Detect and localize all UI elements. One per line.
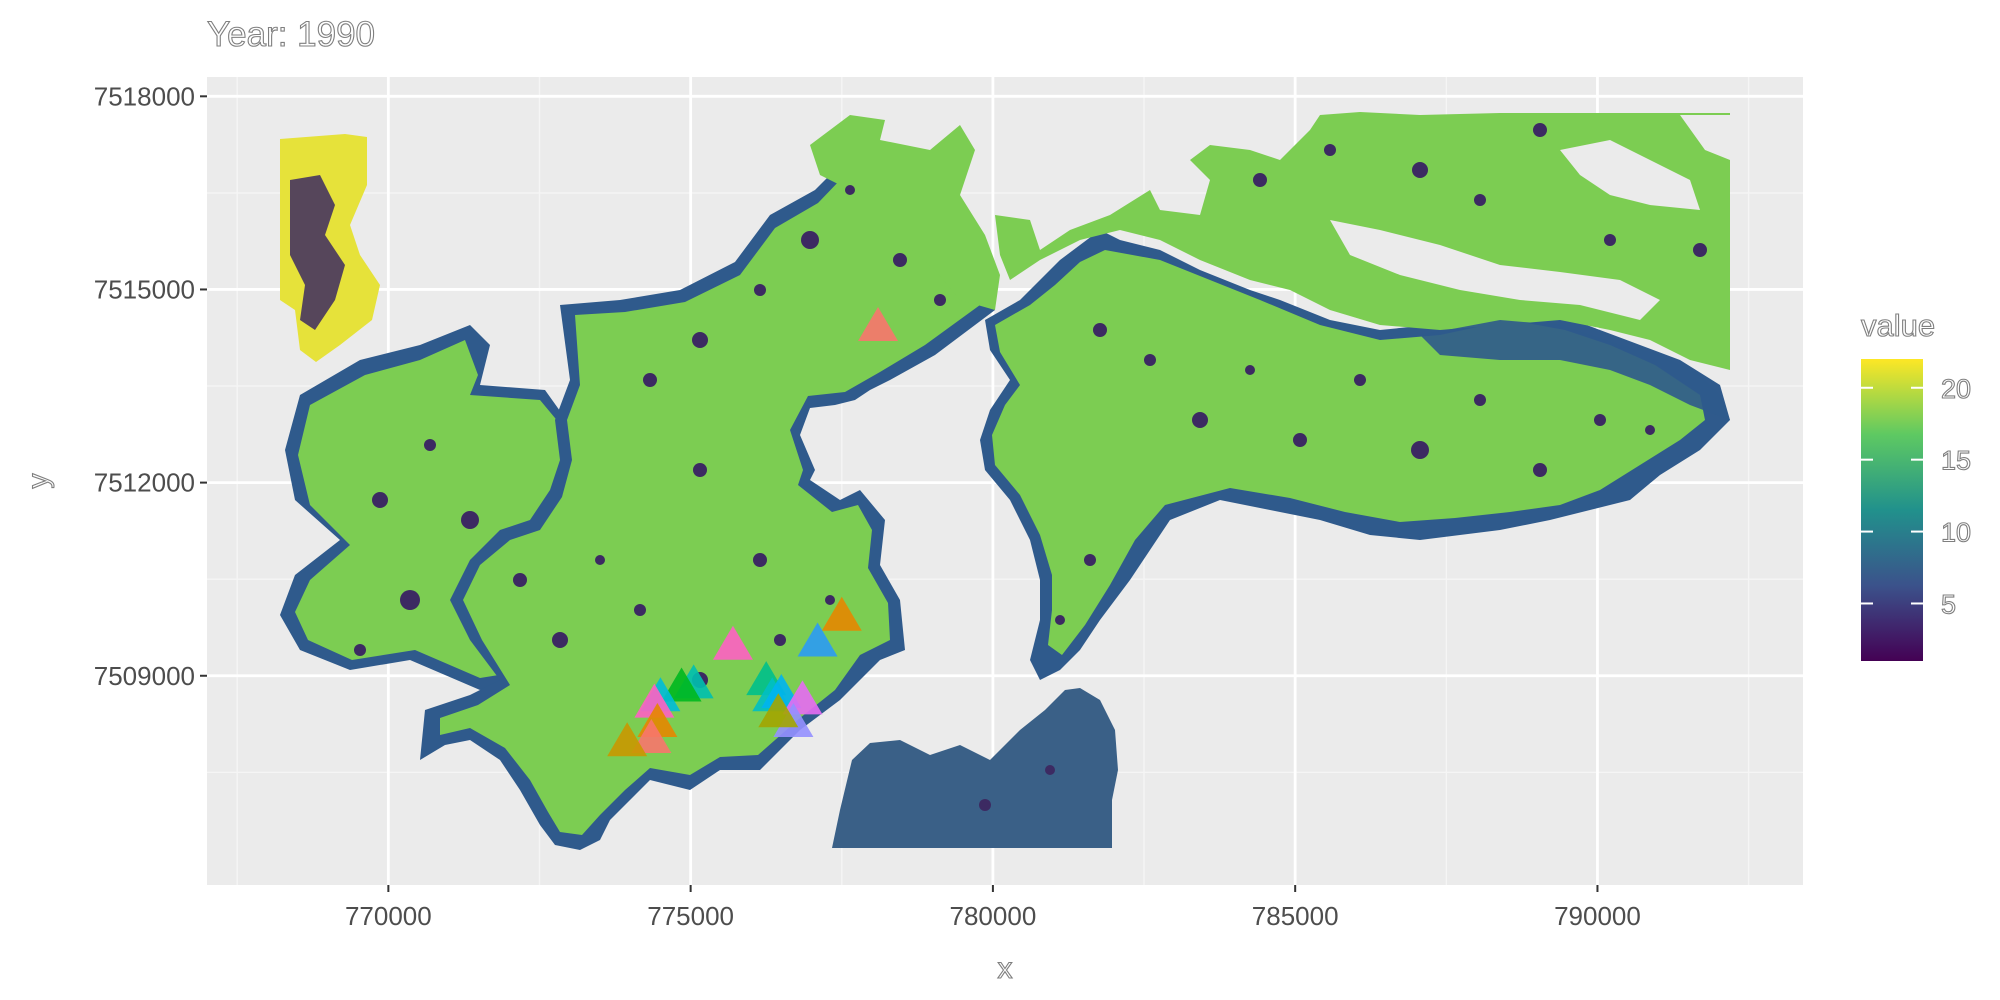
x-tick-label: 790000 (1554, 901, 1641, 931)
triangle-point (634, 683, 675, 718)
y-tick-label: 7509000 (94, 661, 195, 691)
y-axis-title: y (22, 474, 55, 489)
triangle-point (797, 622, 838, 657)
triangle-point (712, 625, 753, 660)
triangle-point (607, 722, 648, 757)
x-tick-label: 775000 (647, 901, 734, 931)
raster-patch-main (440, 172, 980, 835)
x-tick-label: 770000 (345, 901, 432, 931)
legend-title: value (1861, 308, 1935, 343)
y-tick-label: 7512000 (94, 468, 195, 498)
triangle-point (821, 596, 862, 631)
triangle-point (631, 719, 672, 754)
legend-colorbar (1861, 359, 1923, 661)
triangle-point (661, 667, 702, 702)
raster-patch-edge (1420, 320, 1730, 420)
raster-layer (280, 112, 1730, 850)
raster-patch-dark (290, 175, 345, 330)
raster-gap (1560, 140, 1700, 210)
legend-tick-label: 15 (1941, 446, 1971, 476)
x-axis-ticks: 770000 775000 780000 785000 790000 (345, 885, 1641, 931)
x-tick-label: 780000 (950, 901, 1037, 931)
legend-ticks: 5 10 15 20 (1861, 373, 1972, 620)
points-layer (607, 307, 899, 757)
y-tick-label: 7518000 (94, 81, 195, 111)
triangle-point (758, 693, 799, 728)
chart-title: Year: 1990 (207, 15, 375, 54)
raster-patch-main (810, 115, 1000, 310)
triangle-point (858, 307, 899, 342)
x-axis-title: x (998, 952, 1013, 985)
x-tick-label: 785000 (1252, 901, 1339, 931)
raster-gap (1680, 115, 1730, 160)
legend-tick-label: 20 (1941, 374, 1971, 404)
legend: value 5 10 15 20 (1860, 307, 1972, 661)
legend-tick-label: 5 (1941, 589, 1956, 619)
raster-patch-south (832, 688, 1118, 848)
legend-tick-label: 10 (1941, 518, 1971, 548)
raster-gap (1330, 220, 1660, 320)
y-tick-label: 7515000 (94, 274, 195, 304)
y-axis-ticks: 7509000 7512000 7515000 7518000 (94, 81, 207, 691)
